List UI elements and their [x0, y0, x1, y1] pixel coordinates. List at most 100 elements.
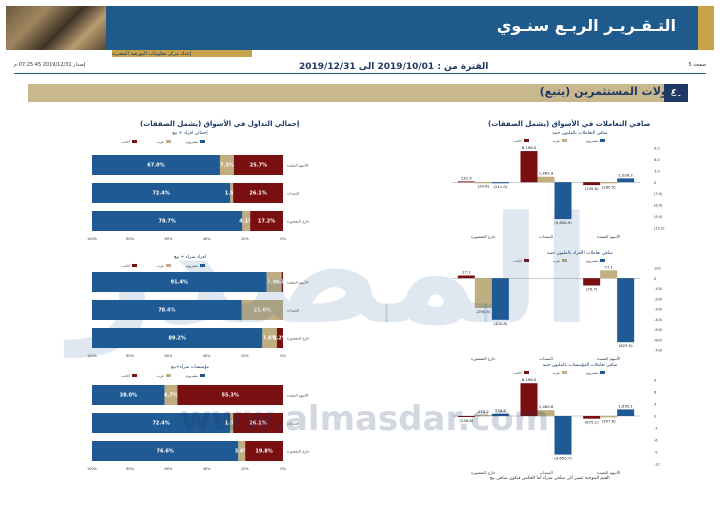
- value-label: 1,460.6: [539, 404, 554, 409]
- y-tick-label: 0: [654, 277, 656, 281]
- x-tick-label: 100%: [87, 467, 98, 471]
- row-label: الأسهم المقيدة: [287, 393, 309, 398]
- right-panel-title: إجمالي التداول في الأسواق (يشمل الصفقات): [140, 120, 300, 128]
- stacked-segment: [92, 272, 267, 292]
- section-bar: [28, 84, 688, 102]
- legend-label: مصريون: [186, 140, 198, 144]
- legend-label: أجانب: [121, 139, 130, 144]
- left-panel-title: صافي التعاملات في الأسواق (يشمل الصفقات): [488, 120, 651, 128]
- value-label: (211.0): [493, 184, 507, 189]
- y-tick-label: -500: [654, 328, 662, 332]
- legend-label: عرب: [157, 374, 164, 378]
- legend-swatch: [600, 371, 605, 374]
- value-label: (405.8): [493, 321, 507, 326]
- legend-label: أجانب: [513, 258, 522, 263]
- section-title: تداولات المستثمرين (يتبع): [539, 85, 682, 98]
- y-tick-label: 6: [654, 391, 656, 395]
- legend-swatch: [600, 259, 605, 262]
- category-label: خارج المقصورة: [471, 356, 496, 361]
- value-label: 231.5: [461, 175, 472, 180]
- bar: [537, 176, 555, 183]
- value-label: 536.8: [495, 408, 506, 413]
- segment-label: 76.6%: [156, 449, 173, 455]
- value-label: 8,196.0: [522, 377, 537, 382]
- segment-label: 7.9%: [267, 280, 281, 286]
- segment-label: 38.0%: [120, 393, 137, 399]
- segment-label: 1.5%: [225, 421, 239, 427]
- y-tick-label: -400: [654, 318, 662, 322]
- stacked-segment: [230, 413, 234, 433]
- legend-swatch: [166, 140, 171, 143]
- row-label: السندات: [287, 422, 299, 426]
- bar: [474, 278, 492, 309]
- y-tick-label: 6.0: [654, 158, 660, 162]
- stacked-segment: [92, 183, 231, 203]
- value-label: (280.5): [602, 184, 616, 189]
- stacked-segment: [92, 211, 243, 231]
- x-tick-label: 60%: [165, 467, 173, 471]
- segment-label: 7.6%: [263, 336, 277, 342]
- bar: [474, 414, 492, 416]
- y-tick-label: (6.0): [654, 204, 663, 208]
- x-tick-label: 20%: [241, 354, 249, 358]
- x-tick-label: 0%: [280, 237, 286, 241]
- row-label: خارج المقصورة: [287, 220, 310, 224]
- stacked-segment: [177, 385, 283, 405]
- legend-swatch: [166, 264, 171, 267]
- legend-swatch: [132, 374, 137, 377]
- legend-swatch: [166, 374, 171, 377]
- legend-swatch: [524, 139, 529, 142]
- value-label: (675.1): [585, 420, 599, 425]
- segment-label: 21.6%: [254, 308, 271, 314]
- legend-label: عرب: [553, 259, 560, 263]
- header-stripe: [698, 6, 714, 50]
- bar: [554, 182, 572, 220]
- value-label: 77.1: [604, 264, 613, 269]
- bar: [600, 182, 618, 184]
- legend-swatch: [562, 371, 567, 374]
- bar: [457, 416, 475, 417]
- stacked-segment: [245, 441, 283, 461]
- segment-label: 7.3%: [220, 163, 234, 169]
- bar: [457, 181, 475, 183]
- segment-label: 89.2%: [169, 336, 186, 342]
- legend-label: عرب: [157, 264, 164, 268]
- y-tick-label: 3: [654, 403, 656, 407]
- value-label: 1,462.9: [539, 171, 554, 176]
- stacked-segment: [164, 385, 178, 405]
- y-tick-label: 9: [654, 379, 656, 383]
- x-tick-label: 80%: [126, 237, 134, 241]
- segment-label: 26.1%: [249, 191, 266, 197]
- legend-swatch: [200, 374, 205, 377]
- x-tick-label: 0%: [280, 354, 286, 358]
- y-tick-label: -3: [654, 427, 658, 431]
- bar: [520, 151, 538, 183]
- chart-title: صافي التعاملات بالمليون جنيه: [552, 131, 607, 136]
- legend-swatch: [200, 264, 205, 267]
- stacked-segment: [92, 385, 165, 405]
- category-label: الأسهم المقيدة: [597, 234, 620, 239]
- x-tick-label: 60%: [165, 354, 173, 358]
- issued-timestamp: إصدار 2019/12/31 07:25:45 م: [14, 62, 86, 68]
- stacked-segment: [241, 300, 283, 320]
- report-header: [6, 6, 714, 50]
- segment-label: 67.0%: [147, 163, 164, 169]
- x-tick-label: 100%: [87, 237, 98, 241]
- value-label: (9,650.7): [554, 456, 572, 461]
- bar: [583, 182, 601, 186]
- x-tick-label: 40%: [203, 467, 211, 471]
- x-tick-label: 20%: [241, 237, 249, 241]
- category-label: السندات: [539, 356, 552, 361]
- y-tick-label: -9: [654, 451, 658, 455]
- segment-label: 0.7%: [275, 280, 289, 286]
- legend-swatch: [200, 140, 205, 143]
- legend-label: عرب: [157, 140, 164, 144]
- stacked-segment: [219, 155, 234, 175]
- y-tick-label: 3.0: [654, 169, 660, 173]
- legend-label: أجانب: [121, 373, 130, 378]
- meta-row: إصدار 2019/12/31 07:25:45 م الفترة من : …: [14, 62, 706, 74]
- x-tick-label: 80%: [126, 354, 134, 358]
- section-number: ٤.: [664, 84, 688, 102]
- bar: [600, 416, 618, 418]
